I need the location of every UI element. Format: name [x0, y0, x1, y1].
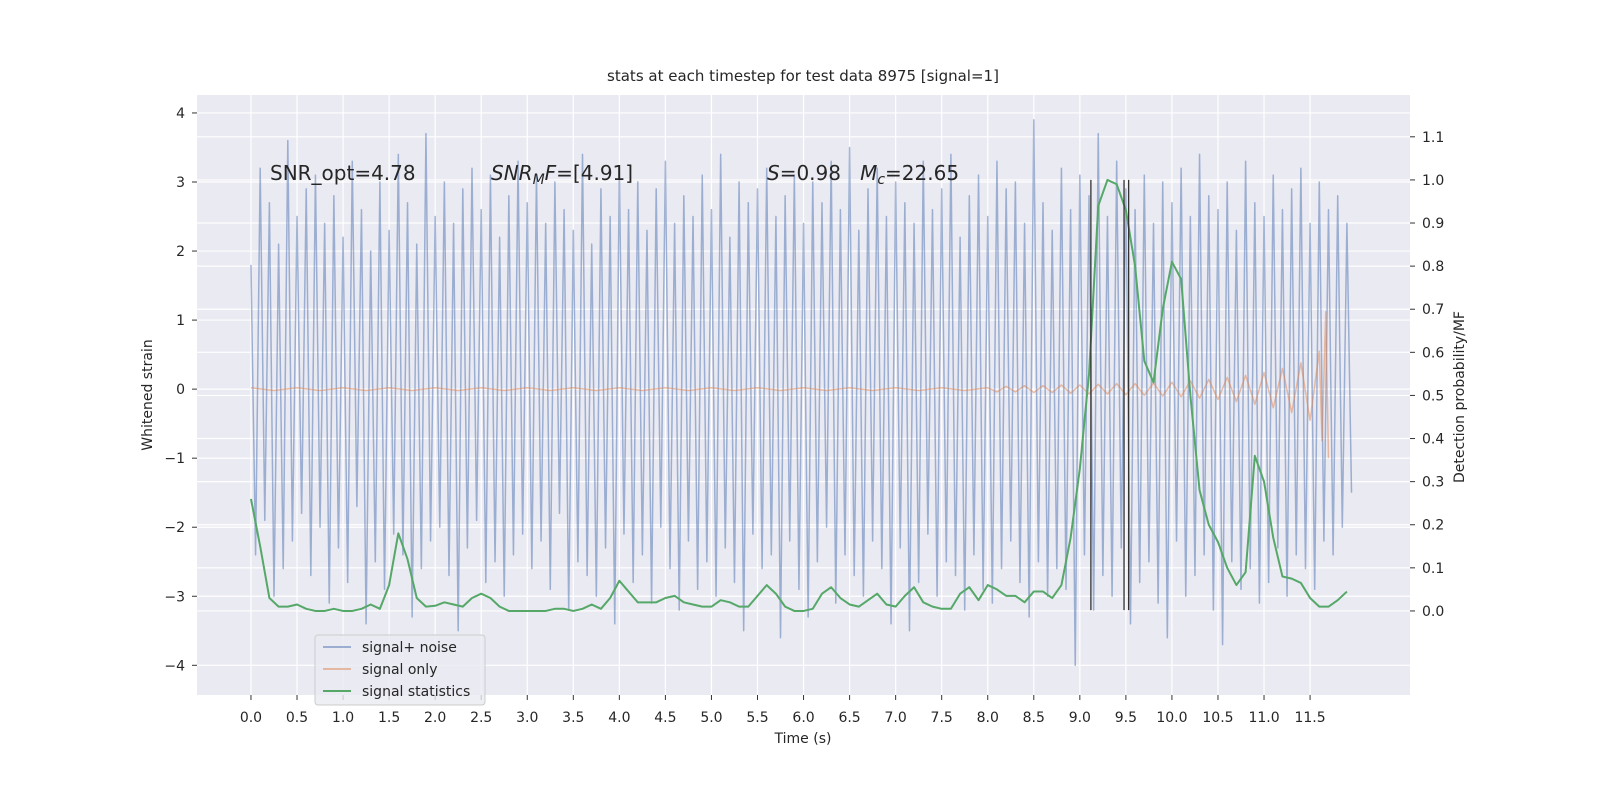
y-tick-label: −1: [164, 451, 185, 467]
x-tick-label: 0.0: [240, 710, 262, 726]
series-line: [250, 311, 1330, 459]
y2-tick-label: 0.0: [1422, 604, 1444, 620]
x-tick-label: 5.5: [746, 710, 768, 726]
chart-title: stats at each timestep for test data 897…: [607, 67, 999, 85]
y2-tick-label: 0.7: [1422, 302, 1444, 318]
x-tick-label: 6.5: [838, 710, 860, 726]
x-tick-label: 2.5: [470, 710, 492, 726]
x-tick-label: 4.0: [608, 710, 630, 726]
y-tick-label: 2: [176, 244, 185, 260]
x-tick-label: 8.0: [977, 710, 999, 726]
x-tick-label: 2.0: [424, 710, 446, 726]
annotation-part: c: [877, 172, 885, 188]
annotation-part: M: [860, 161, 877, 185]
y2-axis-label: Detection probability/MF: [1452, 311, 1468, 483]
annotation: SNR_opt=4.78: [270, 161, 416, 185]
y2-tick-label: 0.8: [1422, 259, 1444, 275]
annotation: SNRMF=[4.91]: [491, 161, 633, 188]
x-axis-label: Time (s): [774, 731, 832, 747]
x-tick-label: 1.5: [378, 710, 400, 726]
annotation-part: F: [545, 161, 557, 185]
series-line: [250, 119, 1353, 667]
y2-tick-label: 0.4: [1422, 432, 1444, 448]
x-tick-label: 7.0: [885, 710, 907, 726]
y2-tick-label: 0.2: [1422, 518, 1444, 534]
annotation-part: =0.98: [780, 161, 860, 185]
y-axis-label: Whitened strain: [140, 339, 156, 450]
x-tick-label: 5.0: [700, 710, 722, 726]
x-tick-label: 1.0: [332, 710, 354, 726]
y-tick-label: −4: [164, 658, 185, 674]
x-tick-label: 11.0: [1248, 710, 1279, 726]
annotation-part: S: [767, 161, 780, 185]
y-tick-label: 0: [176, 382, 185, 398]
legend-label: signal statistics: [362, 684, 470, 700]
y2-tick-label: 1.1: [1422, 130, 1444, 146]
x-tick-label: 11.5: [1294, 710, 1325, 726]
y-tick-label: −3: [164, 589, 185, 605]
annotation: S=0.98 Mc=22.65: [767, 161, 959, 188]
marks: [249, 119, 1353, 667]
y-tick-label: −2: [164, 520, 185, 536]
x-tick-label: 9.5: [1115, 710, 1137, 726]
x-tick-label: 10.0: [1156, 710, 1187, 726]
annotation-part: M: [533, 172, 545, 188]
x-tick-label: 9.0: [1069, 710, 1091, 726]
annotation-part: =22.65: [885, 161, 959, 185]
legend-label: signal only: [362, 662, 437, 678]
y-tick-label: 3: [176, 175, 185, 191]
x-tick-label: 7.5: [931, 710, 953, 726]
x-tick-label: 3.0: [516, 710, 538, 726]
legend-label: signal+ noise: [362, 640, 457, 656]
y2-tick-label: 1.0: [1422, 173, 1444, 189]
y2-tick-label: 0.3: [1422, 475, 1444, 491]
y2-tick-label: 0.9: [1422, 216, 1444, 232]
series-line: [249, 178, 1348, 612]
x-tick-label: 6.0: [792, 710, 814, 726]
x-tick-label: 4.5: [654, 710, 676, 726]
x-tick-label: 0.5: [286, 710, 308, 726]
annotation-part: SNR_opt=4.78: [270, 161, 416, 185]
annotation-part: =[4.91]: [556, 161, 633, 185]
legend-box: [314, 634, 486, 706]
y-tick-label: 1: [176, 313, 185, 329]
y2-tick-label: 0.5: [1422, 388, 1444, 404]
annotation-part: SNR: [491, 161, 533, 185]
y2-tick-label: 0.6: [1422, 345, 1444, 361]
x-tick-label: 8.5: [1023, 710, 1045, 726]
y2-tick-label: 0.1: [1422, 561, 1444, 577]
labels: 0.0 0.5 1.0 1.5 2.0 2.5 3.0 3.5 4.0 4.5 5.0 5.5 6.0 6…: [164, 106, 1444, 726]
y-tick-label: 4: [176, 106, 185, 122]
x-tick-label: 10.5: [1202, 710, 1233, 726]
x-tick-label: 3.5: [562, 710, 584, 726]
